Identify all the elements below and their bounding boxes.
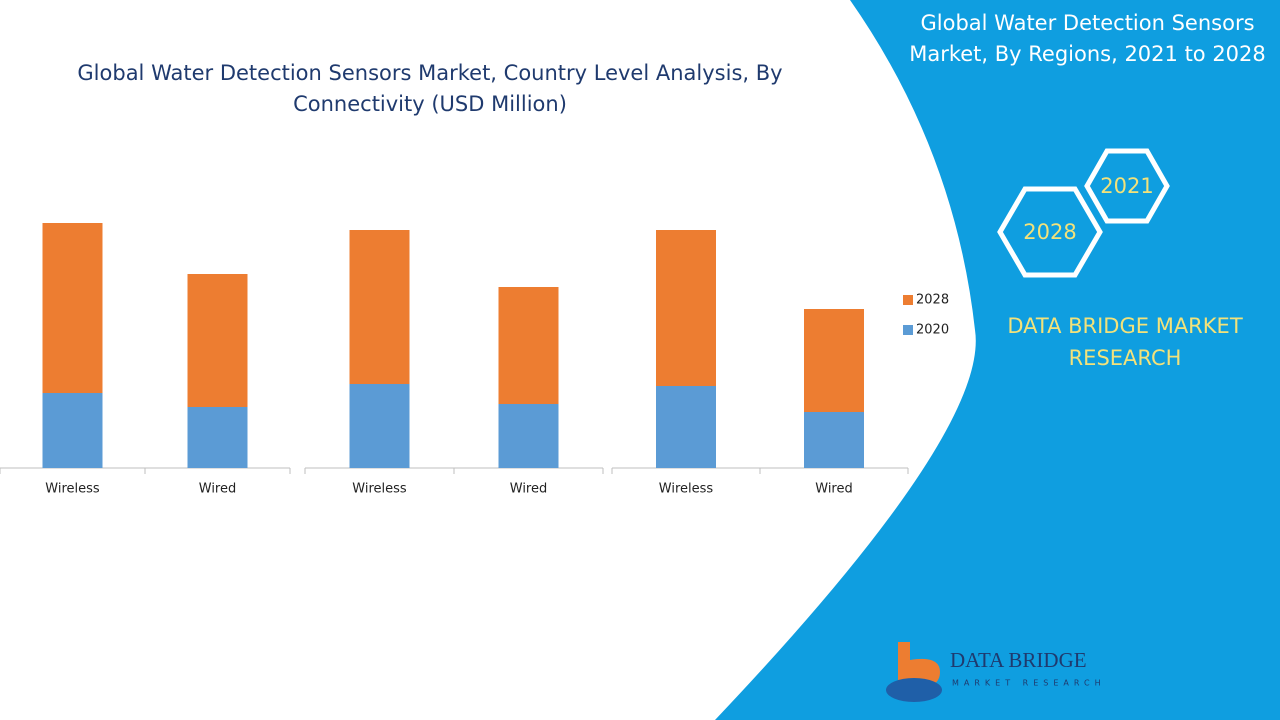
logo: DATA BRIDGE MARKET RESEARCH bbox=[886, 642, 1106, 702]
bar-segment bbox=[42, 223, 103, 393]
bar-segment bbox=[656, 230, 716, 386]
bar-segment bbox=[349, 384, 410, 468]
x-tick-label: Wired bbox=[199, 482, 237, 497]
logo-tagline: MARKET RESEARCH bbox=[952, 679, 1106, 688]
legend-label: 2028 bbox=[916, 293, 949, 308]
bar-segment bbox=[349, 230, 410, 384]
bar-segment bbox=[804, 309, 864, 412]
hexagon-label: 2021 bbox=[1100, 174, 1153, 198]
bar-segment bbox=[187, 274, 248, 407]
brand-box: DATA BRIDGE MARKET RESEARCH bbox=[1007, 314, 1243, 370]
bar-segment bbox=[656, 386, 716, 468]
x-tick-label: Wireless bbox=[45, 482, 100, 497]
chart-title-line1: Global Water Detection Sensors Market, C… bbox=[77, 61, 782, 85]
logo-mark bbox=[886, 678, 942, 702]
legend-swatch bbox=[903, 295, 913, 305]
x-tick-label: Wired bbox=[815, 482, 853, 497]
sidebar-title-box: Global Water Detection Sensors Market, B… bbox=[909, 11, 1266, 66]
logo-name: DATA BRIDGE bbox=[950, 648, 1087, 672]
sidebar: Global Water Detection Sensors Market, B… bbox=[886, 11, 1266, 702]
chart: Wireless Wired Wireless Wired Wireless Wired 2… bbox=[0, 223, 949, 497]
side-panel bbox=[715, 0, 1280, 720]
hexagon bbox=[997, 186, 1103, 278]
logo-mark bbox=[898, 642, 910, 680]
hexagon bbox=[1084, 148, 1170, 224]
legend-label: 2020 bbox=[916, 323, 949, 338]
legend-swatch bbox=[903, 325, 913, 335]
x-tick-label: Wireless bbox=[659, 482, 714, 497]
sidebar-title: Global Water Detection Sensors Market, B… bbox=[909, 11, 1266, 66]
bar-segment bbox=[804, 412, 864, 468]
x-tick-label: Wireless bbox=[352, 482, 407, 497]
bar-segment bbox=[498, 287, 559, 404]
chart-title-line2: Connectivity (USD Million) bbox=[293, 92, 567, 116]
hexagon-label: 2028 bbox=[1023, 220, 1076, 244]
x-tick-label: Wired bbox=[510, 482, 548, 497]
bar-segment bbox=[187, 407, 248, 468]
bar-segment bbox=[42, 393, 103, 468]
bar-segment bbox=[498, 404, 559, 468]
brand: DATA BRIDGE MARKET RESEARCH bbox=[1007, 314, 1243, 370]
